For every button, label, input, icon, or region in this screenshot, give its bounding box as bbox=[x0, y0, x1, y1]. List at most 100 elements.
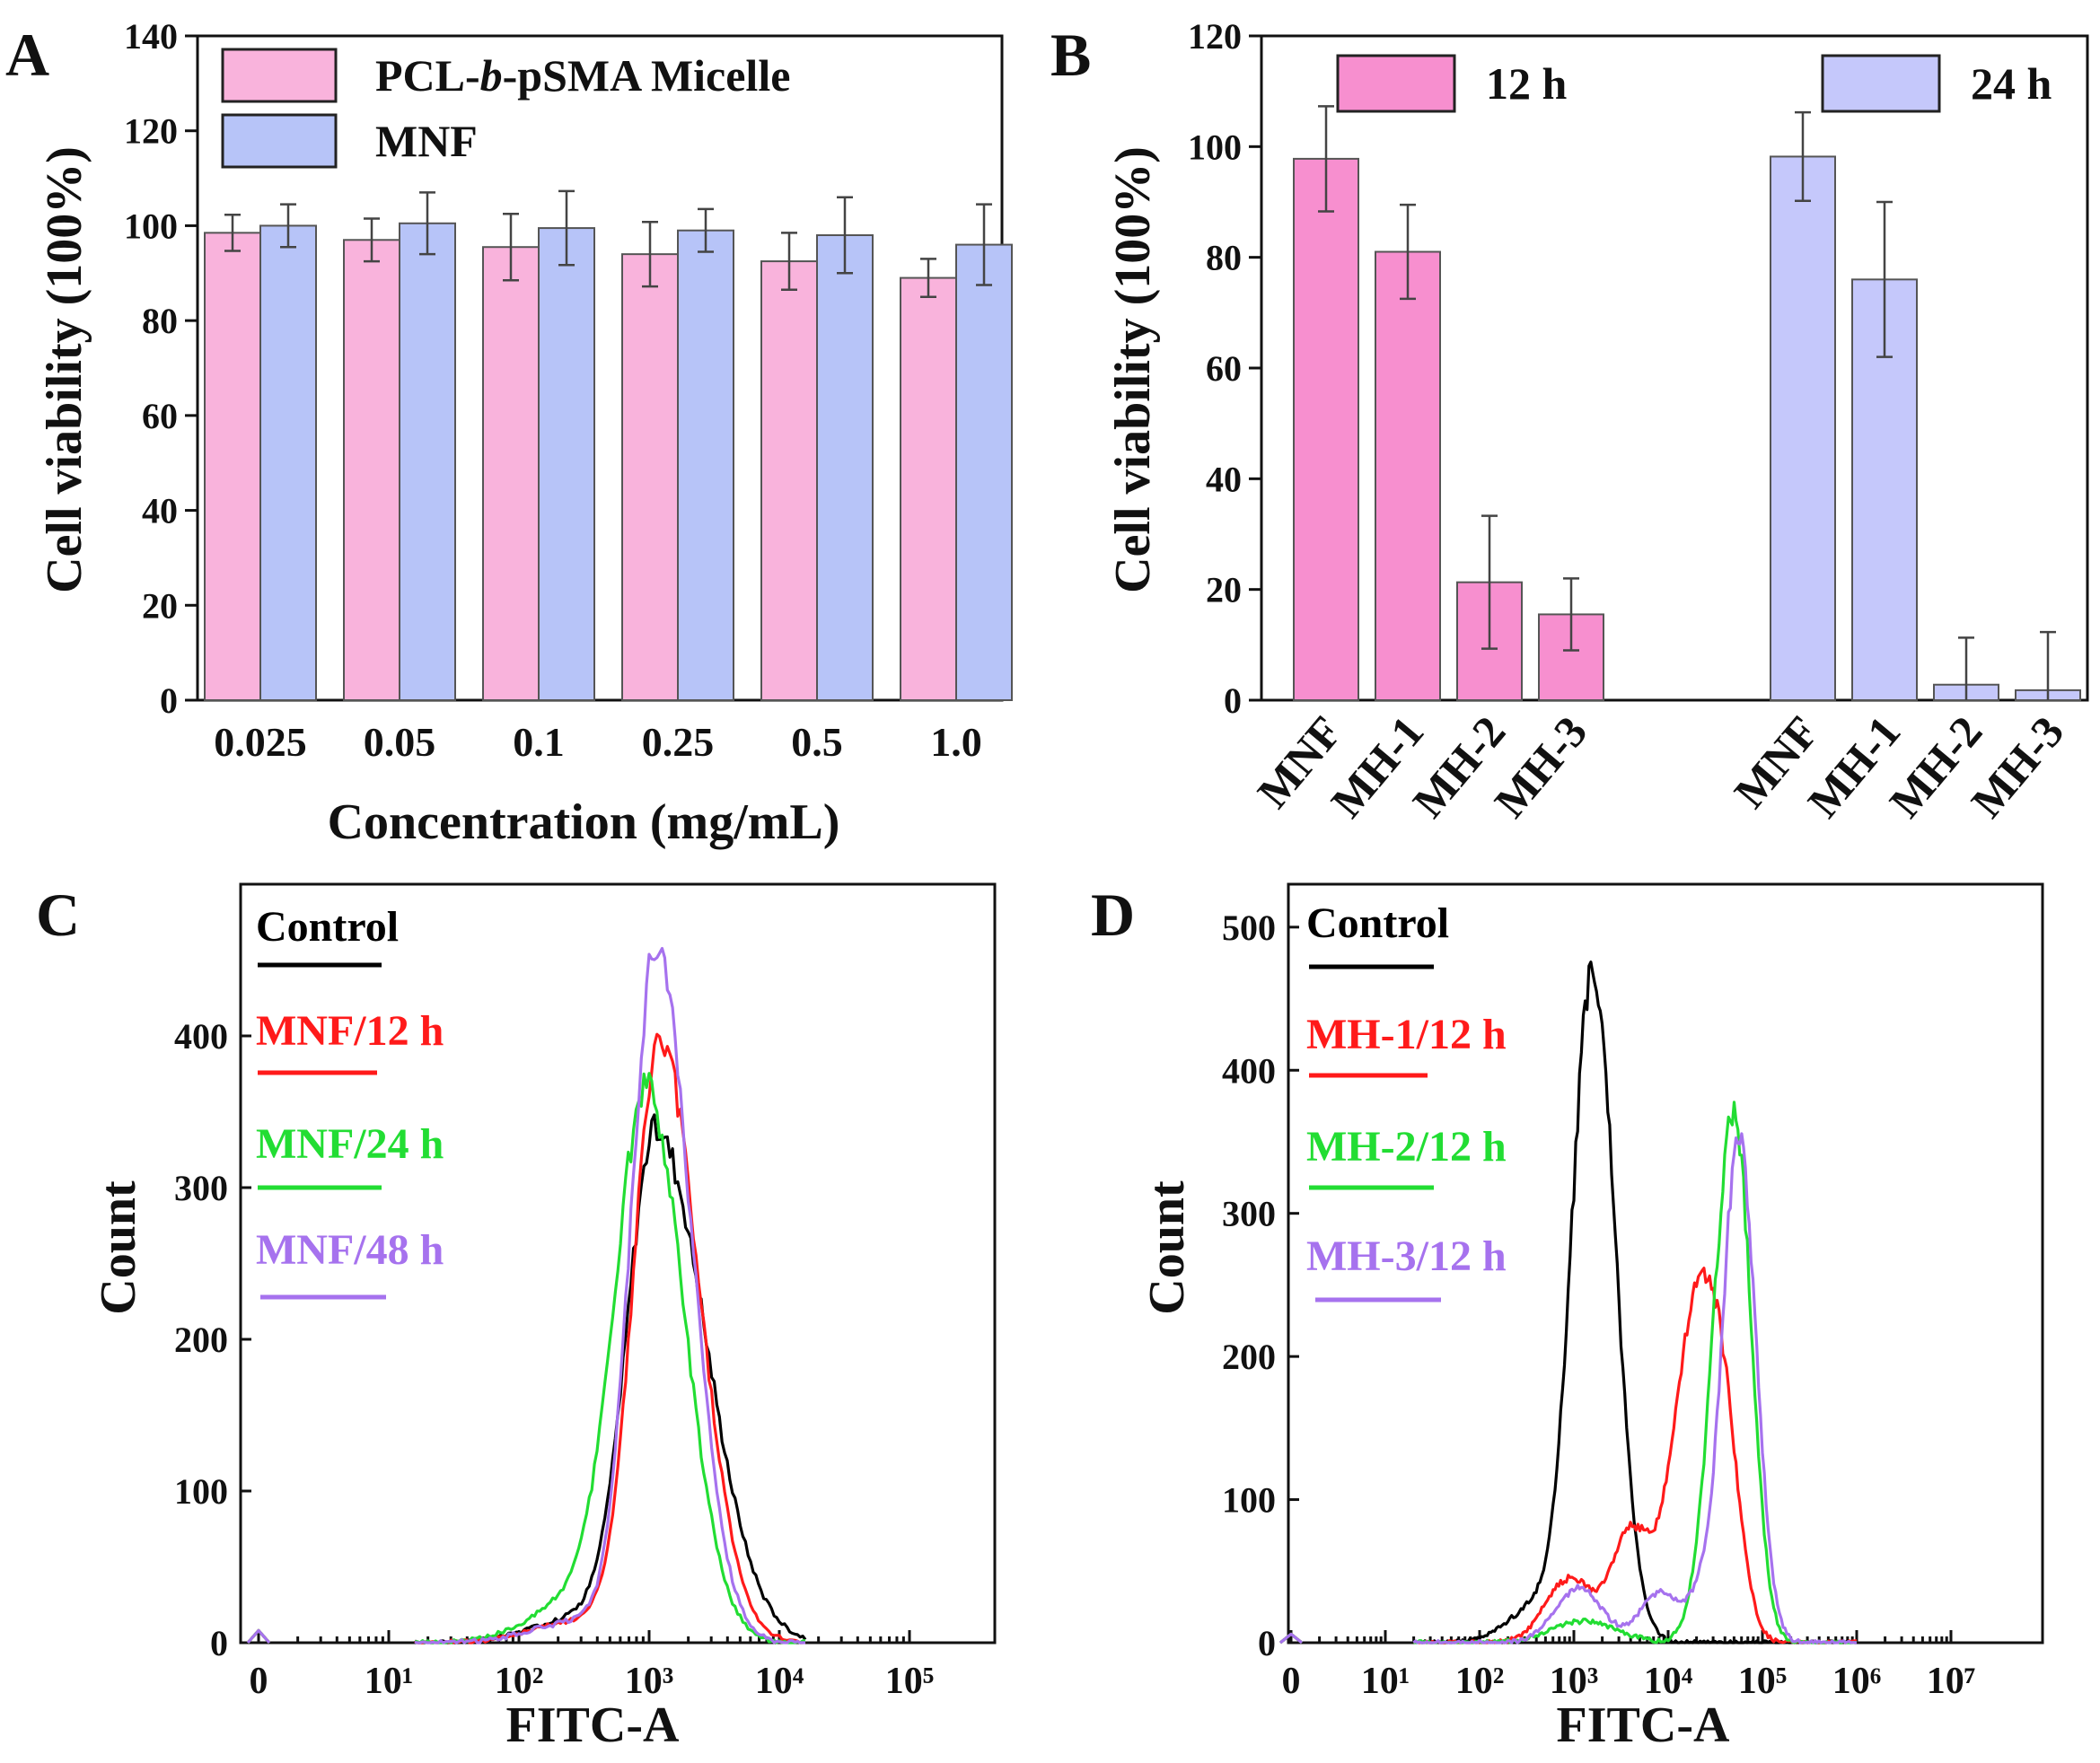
c-trace-mnf-12-h bbox=[414, 1032, 806, 1645]
panel-b-y-ticks: 0 20 40 60 80 100 120 bbox=[1188, 16, 1261, 721]
panel-c-letter: C bbox=[36, 881, 80, 949]
a-ytick-label-6: 120 bbox=[124, 111, 178, 152]
panel-d-letter: D bbox=[1091, 881, 1135, 949]
legend-label-mnf-24h: MNF/24 h bbox=[256, 1120, 444, 1168]
b-ytick-label-5: 100 bbox=[1188, 127, 1242, 167]
a-xtick-label-0-05: 0.05 bbox=[364, 719, 436, 765]
panel-d-y-ticks: 0 100 200 300 400 500 bbox=[1222, 908, 1299, 1663]
d-xtick-label-1: 10¹ bbox=[1361, 1661, 1410, 1702]
panel-a-y-ticks: 0 20 40 60 80 100 120 140 bbox=[124, 16, 198, 721]
a-bar-mnf-0-1 bbox=[538, 227, 595, 702]
c-trace-mnf-24-h bbox=[414, 1072, 806, 1645]
legend-label-mh2: MH-2/12 h bbox=[1306, 1123, 1507, 1171]
c-ytick-label-0: 0 bbox=[210, 1623, 228, 1663]
panel-c-y-ticks: 0 100 200 300 400 bbox=[174, 1016, 251, 1663]
legend-swatch-24h bbox=[1821, 54, 1941, 113]
d-xtick-label-5: 10⁵ bbox=[1738, 1661, 1788, 1702]
legend-label-mh3: MH-3/12 h bbox=[1306, 1232, 1507, 1280]
c-xtick-label-2: 10² bbox=[495, 1661, 544, 1702]
panel-d-traces bbox=[1279, 960, 1858, 1645]
a-xtick-label-0-1: 0.1 bbox=[513, 719, 565, 765]
c-trace-control bbox=[414, 1113, 807, 1645]
panel-b-legend: 12 h 24 h bbox=[1336, 54, 2052, 113]
legend-label-micelle: PCL-b-pSMA Micelle bbox=[375, 50, 790, 101]
a-ytick-label-1: 20 bbox=[142, 585, 178, 626]
a-bar-mnf-0-5 bbox=[816, 234, 874, 701]
d-ytick-label-1: 100 bbox=[1222, 1480, 1276, 1521]
legend-label-mh1: MH-1/12 h bbox=[1306, 1011, 1507, 1058]
a-ytick-label-3: 60 bbox=[142, 396, 178, 436]
d-xtick-label-3: 10³ bbox=[1550, 1661, 1599, 1702]
a-bar-pcl-b-psma-micelle-0-1 bbox=[482, 246, 540, 701]
a-bar-mnf-0-025 bbox=[259, 224, 317, 701]
panel-c-frame bbox=[239, 882, 997, 1645]
b-ytick-label-4: 80 bbox=[1206, 238, 1242, 278]
panel-c-x-ticks: 0 10¹ 10² 10³ 10⁴ 10⁵ bbox=[250, 1630, 934, 1702]
c-ytick-label-1: 100 bbox=[174, 1471, 228, 1512]
panel-d-x-axis-title: FITC-A bbox=[1557, 1697, 1730, 1753]
panel-c-legend: Control MNF/12 h MNF/24 h MNF/48 h bbox=[256, 903, 444, 1300]
panel-d-x-ticks: 0 10¹ 10² 10³ 10⁴ 10⁵ 10⁶ 10⁷ bbox=[1282, 1630, 1976, 1702]
b-ytick-label-2: 40 bbox=[1206, 459, 1242, 499]
b-xtick-label-12-h-mh-3: MH-3 bbox=[1484, 706, 1596, 827]
a-xtick-label-0-025: 0.025 bbox=[214, 719, 307, 765]
b-xtick-label-12-h-mh-2: MH-2 bbox=[1402, 706, 1515, 827]
a-ytick-label-5: 100 bbox=[124, 206, 178, 246]
panel-d: D 0 100 200 300 400 500 0 10¹ 10² 10³ 10⁴ 10⁵ 10⁶ 10… bbox=[1091, 881, 2044, 1753]
legend-label-mnf-48h: MNF/48 h bbox=[256, 1226, 444, 1274]
b-bar-24-h-mnf bbox=[1770, 155, 1836, 701]
panel-a-x-axis-title: Concentration (mg/mL) bbox=[328, 794, 840, 850]
c-xtick-label-3: 10³ bbox=[625, 1661, 674, 1702]
b-xtick-label-24-h-mh-1: MH-1 bbox=[1797, 706, 1910, 827]
legend-label-control-d: Control bbox=[1306, 899, 1449, 947]
d-xtick-label-7: 10⁷ bbox=[1927, 1661, 1976, 1702]
d-trace-control bbox=[1413, 960, 1857, 1645]
b-xtick-label-12-h-mh-1: MH-1 bbox=[1321, 706, 1433, 827]
c-ytick-label-4: 400 bbox=[174, 1016, 228, 1057]
a-xtick-label-1-0: 1.0 bbox=[930, 719, 982, 765]
d-ytick-label-2: 200 bbox=[1222, 1337, 1276, 1377]
d-trace-mh-1-12-h bbox=[1413, 1267, 1858, 1645]
d-trace-mh-2-12-h bbox=[1413, 1101, 1858, 1645]
a-ytick-label-4: 80 bbox=[142, 301, 178, 341]
d-ytick-label-0: 0 bbox=[1258, 1623, 1276, 1663]
panel-a-letter: A bbox=[5, 21, 49, 89]
panel-a-x-ticks: 0.025 0.05 0.1 0.25 0.5 1.0 bbox=[214, 719, 982, 765]
d-ytick-label-3: 300 bbox=[1222, 1194, 1276, 1234]
legend-label-mnf-12h: MNF/12 h bbox=[256, 1007, 444, 1055]
a-xtick-label-0-25: 0.25 bbox=[642, 719, 715, 765]
panel-b-bars bbox=[1293, 105, 2081, 702]
d-ytick-label-5: 500 bbox=[1222, 908, 1276, 948]
legend-swatch-12h bbox=[1336, 54, 1456, 113]
b-ytick-label-1: 20 bbox=[1206, 570, 1242, 610]
c-trace-mnf-48-h bbox=[414, 946, 806, 1645]
panel-a-bars bbox=[204, 189, 1013, 702]
a-xtick-label-0-5: 0.5 bbox=[791, 719, 843, 765]
b-ytick-label-0: 0 bbox=[1224, 680, 1242, 721]
b-xtick-label-24-h-mh-3: MH-3 bbox=[1961, 706, 2073, 827]
d-xtick-label-6: 10⁶ bbox=[1832, 1661, 1882, 1702]
legend-label-control: Control bbox=[256, 903, 399, 951]
a-bar-mnf-0-05 bbox=[399, 222, 456, 702]
c-xtick-label-4: 10⁴ bbox=[755, 1661, 804, 1702]
panel-c-traces bbox=[246, 946, 807, 1645]
d-xtick-label-0: 0 bbox=[1282, 1661, 1301, 1702]
d-trace-mh-3-12-h bbox=[1412, 1132, 1857, 1645]
panel-b-y-axis-title: Cell viability (100%) bbox=[1105, 146, 1161, 593]
panel-c-y-axis-title: Count bbox=[91, 1180, 146, 1315]
a-bar-mnf-0-25 bbox=[677, 229, 734, 701]
c-xtick-label-1: 10¹ bbox=[365, 1661, 414, 1702]
b-bar-12-h-mnf bbox=[1293, 157, 1359, 701]
c-ytick-label-3: 300 bbox=[174, 1168, 228, 1208]
a-bar-pcl-b-psma-micelle-0-5 bbox=[760, 260, 818, 701]
a-ytick-label-7: 140 bbox=[124, 16, 178, 57]
panel-a-legend: PCL-b-pSMA Micelle MNF bbox=[221, 48, 790, 169]
legend-swatch-mnf bbox=[221, 113, 338, 169]
a-bar-mnf-1-0 bbox=[955, 243, 1013, 701]
d-xtick-label-2: 10² bbox=[1455, 1661, 1505, 1702]
d-ytick-label-4: 400 bbox=[1222, 1050, 1276, 1091]
legend-label-12h: 12 h bbox=[1486, 58, 1568, 109]
